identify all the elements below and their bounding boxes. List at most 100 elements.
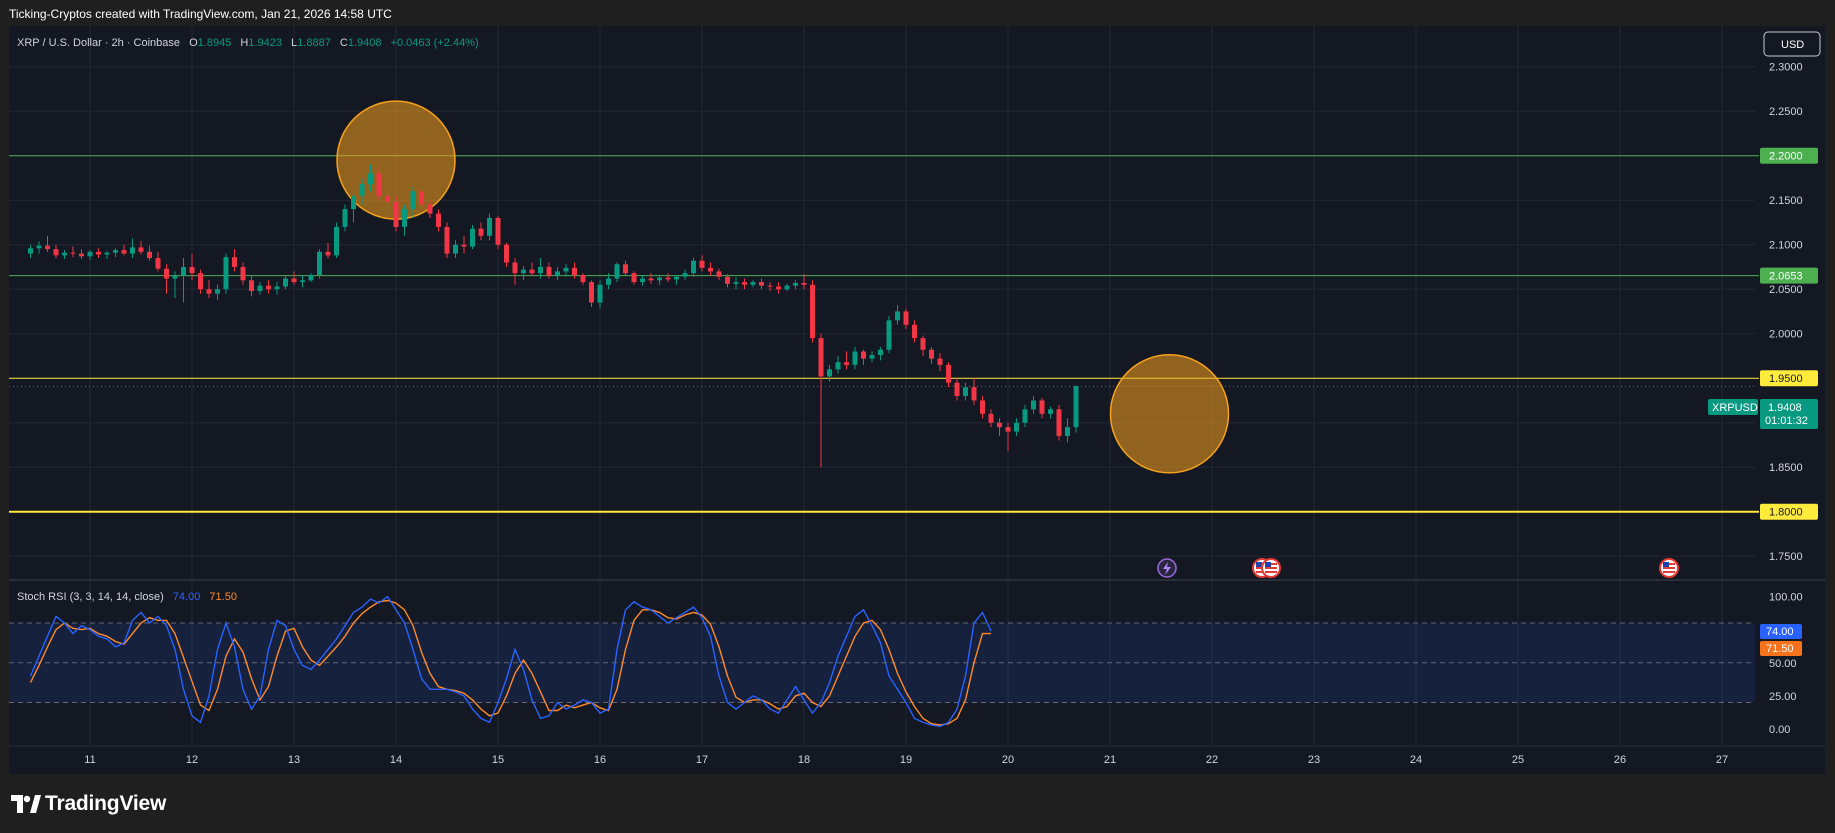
low-label: L bbox=[291, 37, 297, 49]
candle-body bbox=[835, 362, 841, 370]
candle-body bbox=[359, 184, 365, 196]
candle-body bbox=[53, 249, 59, 256]
date-tick-label: 25 bbox=[1512, 754, 1524, 766]
symbol-tag-label: XRPUSD bbox=[1712, 402, 1758, 414]
stoch-tick-label: 100.00 bbox=[1769, 592, 1803, 604]
price-tick-label: 1.8500 bbox=[1769, 462, 1803, 474]
candle-body bbox=[682, 273, 688, 277]
currency-button-label[interactable]: USD bbox=[1781, 39, 1804, 51]
indicator-d-value: 71.50 bbox=[209, 591, 237, 603]
candle-body bbox=[657, 277, 662, 281]
candle-body bbox=[538, 266, 543, 274]
candle-body bbox=[368, 173, 373, 185]
stoch-tick-label: 0.00 bbox=[1769, 724, 1790, 736]
date-tick-label: 16 bbox=[594, 754, 606, 766]
level-tag-label: 1.9500 bbox=[1769, 373, 1803, 385]
footer-logo[interactable]: TradingView bbox=[11, 791, 166, 817]
candle-body bbox=[750, 282, 756, 285]
candle-body bbox=[121, 250, 127, 254]
close-value: 1.9408 bbox=[348, 37, 382, 49]
date-tick-label: 23 bbox=[1308, 754, 1320, 766]
candle-body bbox=[980, 400, 985, 414]
candle-body bbox=[478, 228, 484, 236]
candle-body bbox=[895, 311, 900, 321]
price-tick-label: 2.0500 bbox=[1769, 284, 1803, 296]
candle-body bbox=[512, 262, 518, 274]
candle-body bbox=[138, 247, 144, 252]
level-tag-box bbox=[1760, 503, 1818, 520]
candle-body bbox=[623, 264, 628, 274]
candle-body bbox=[1031, 400, 1036, 410]
candle-body bbox=[283, 278, 288, 287]
us-flag-event-icon[interactable] bbox=[1261, 558, 1281, 578]
candle-body bbox=[878, 349, 883, 356]
header-credit: Ticking-Cryptos created with TradingView… bbox=[9, 7, 392, 21]
candle-body bbox=[1039, 400, 1045, 414]
candle-body bbox=[70, 252, 76, 254]
candle-body bbox=[376, 173, 382, 196]
level-tag-label: 2.2000 bbox=[1769, 151, 1803, 163]
level-tag-label: 1.8000 bbox=[1769, 507, 1803, 519]
candle-body bbox=[810, 284, 815, 339]
grid bbox=[9, 26, 1755, 745]
candle-body bbox=[223, 257, 229, 290]
currency-button[interactable]: USD bbox=[1763, 31, 1821, 57]
lightning-event-icon[interactable] bbox=[1157, 558, 1177, 578]
candle-body bbox=[920, 338, 926, 350]
us-flag-event-icon[interactable] bbox=[1659, 558, 1679, 578]
date-axis[interactable]: 11 12 13 14 15 16 17 18 19 20 21 22 23 24 25 26 27 bbox=[84, 754, 1728, 766]
candle-body bbox=[708, 267, 713, 272]
candle-body bbox=[640, 278, 645, 283]
date-tick-label: 13 bbox=[288, 754, 300, 766]
candle-body bbox=[699, 260, 705, 268]
d-tag-value: 71.50 bbox=[1766, 643, 1794, 655]
symbol-tag-box bbox=[1708, 399, 1758, 415]
price-tag-value: 1.9408 bbox=[1768, 402, 1802, 414]
candle-body bbox=[453, 244, 458, 254]
chart-panel[interactable] bbox=[9, 26, 1825, 774]
date-tick-label: 27 bbox=[1716, 754, 1728, 766]
price-tag-box bbox=[1760, 399, 1818, 429]
candle-body bbox=[1073, 386, 1079, 428]
candle-body bbox=[342, 209, 348, 227]
candle-body bbox=[674, 276, 679, 280]
date-tick-label: 24 bbox=[1410, 754, 1422, 766]
stoch-tick-label: 50.00 bbox=[1769, 658, 1797, 670]
candle-body bbox=[1014, 422, 1019, 432]
candle-body bbox=[529, 269, 535, 274]
candle-body bbox=[410, 191, 416, 210]
candle-body bbox=[79, 253, 84, 257]
indicator-legend: Stoch RSI (3, 3, 14, 14, close) 74.00 71… bbox=[17, 591, 237, 603]
k-tag-value: 74.00 bbox=[1766, 626, 1794, 638]
candle-body bbox=[164, 268, 169, 279]
candle-body bbox=[614, 264, 620, 279]
header-bar: Ticking-Cryptos created with TradingView… bbox=[0, 0, 1835, 26]
candle-body bbox=[725, 276, 730, 284]
tradingview-logo-icon bbox=[11, 795, 41, 813]
candle-body bbox=[691, 260, 696, 274]
candle-body bbox=[597, 284, 603, 303]
stoch-k-line bbox=[29, 595, 992, 728]
price-tag-countdown: 01:01:32 bbox=[1765, 415, 1808, 427]
candle-body bbox=[776, 286, 781, 290]
candle-body bbox=[716, 271, 722, 277]
candle-body bbox=[971, 387, 977, 401]
candle-body bbox=[937, 358, 943, 365]
candle-body bbox=[62, 252, 67, 256]
candle-body bbox=[291, 278, 297, 283]
candle-body bbox=[521, 269, 526, 274]
candle-body bbox=[742, 282, 747, 285]
candle-body bbox=[385, 195, 390, 202]
level-tag-box bbox=[1760, 370, 1818, 387]
currency-button-box[interactable] bbox=[1763, 31, 1821, 57]
candle-body bbox=[1056, 409, 1062, 437]
current-price-tag: XRPUSD 1.9408 01:01:32 bbox=[1708, 399, 1818, 429]
candle-body bbox=[130, 247, 135, 254]
candle-body bbox=[988, 413, 994, 423]
candle-body bbox=[631, 273, 637, 283]
candle-body bbox=[419, 191, 424, 205]
d-tag-box bbox=[1760, 641, 1802, 656]
stoch-band bbox=[9, 622, 1755, 703]
candle-body bbox=[36, 245, 42, 249]
